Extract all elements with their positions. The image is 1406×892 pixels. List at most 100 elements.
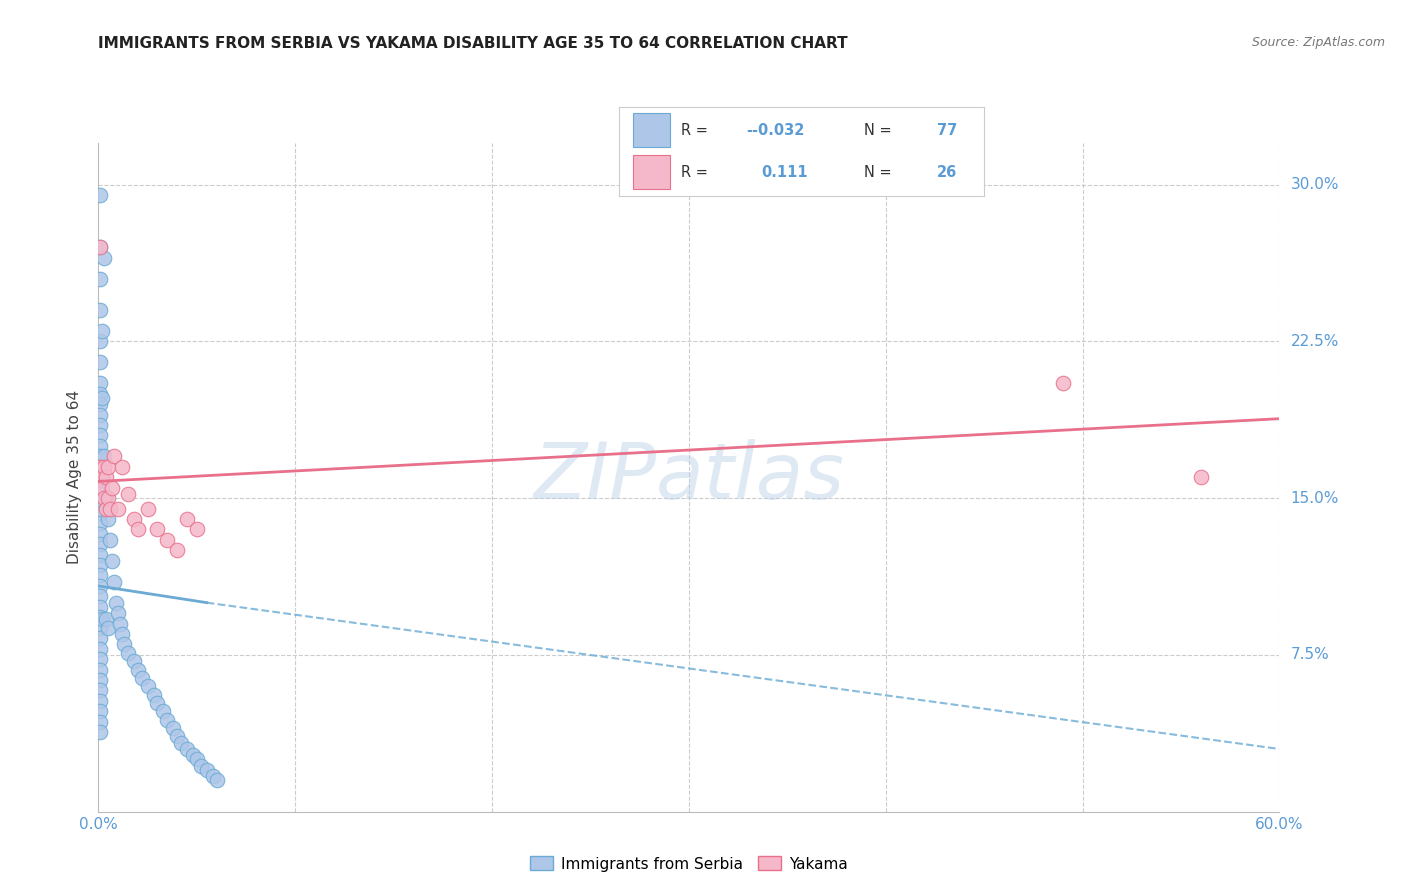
Text: R =: R = [681,165,717,179]
Point [89,641,111,656]
Point [89,599,111,614]
Point [186,523,208,537]
Point [89,355,111,369]
Point [89,705,111,719]
Text: 22.5%: 22.5% [1291,334,1339,349]
Point [96,612,118,626]
Point [89,386,111,401]
Point [112,637,135,651]
Text: ZIPatlas: ZIPatlas [533,439,845,516]
Point [91,612,114,626]
Point [131,671,153,685]
Point [93,450,115,464]
Point [97,512,120,526]
Point [89,537,111,551]
Point [89,683,111,698]
Point [205,773,228,788]
Point [111,459,134,474]
Point [89,631,111,645]
Point [89,506,111,520]
Point [93,251,115,265]
Point [136,501,159,516]
Point [89,240,111,254]
Point [89,621,111,635]
Point [146,523,169,537]
Point [103,450,125,464]
Point [98,533,121,547]
Point [91,324,114,338]
Point [176,742,198,756]
Point [93,491,115,505]
Point [181,748,204,763]
Point [89,459,111,474]
Point [103,574,125,589]
Text: 15.0%: 15.0% [1291,491,1339,506]
Text: 26: 26 [936,165,957,179]
Text: Source: ZipAtlas.com: Source: ZipAtlas.com [1251,36,1385,49]
Text: 30.0%: 30.0% [1291,177,1339,192]
Point [201,769,224,783]
Point [89,188,111,202]
Text: 7.5%: 7.5% [1291,648,1329,663]
Point [89,526,111,541]
Point [96,470,118,484]
Point [89,397,111,411]
Point [89,548,111,562]
Point [89,417,111,432]
Point [122,512,145,526]
Point [111,627,134,641]
Point [89,487,111,501]
Point [89,714,111,729]
Text: N =: N = [863,165,896,179]
Y-axis label: Disability Age 35 to 64: Disability Age 35 to 64 [67,390,83,565]
Point [89,568,111,582]
Point [89,673,111,687]
Point [190,758,212,772]
Point [101,481,124,495]
Point [107,606,129,620]
Legend: Immigrants from Serbia, Yakama: Immigrants from Serbia, Yakama [524,850,853,878]
Point [117,646,139,660]
Point [98,501,121,516]
Point [136,679,159,693]
Point [89,376,111,391]
Point [97,621,120,635]
Point [89,652,111,666]
Point [105,596,128,610]
Point [89,725,111,739]
Text: 0.111: 0.111 [761,165,808,179]
Point [89,334,111,349]
Point [97,459,120,474]
Point [156,533,179,547]
Point [127,663,149,677]
Point [89,495,111,509]
Point [162,721,184,735]
Text: N =: N = [863,123,896,137]
Bar [633,113,669,147]
Point [89,271,111,285]
Point [89,450,111,464]
Point [89,610,111,624]
Point [89,459,111,474]
Text: 77: 77 [936,123,957,137]
Point [152,705,174,719]
Point [91,481,114,495]
Point [117,487,139,501]
Point [89,516,111,531]
Point [146,696,169,710]
Point [89,558,111,572]
Point [1189,470,1212,484]
Text: R =: R = [681,123,713,137]
Point [89,590,111,604]
Point [96,491,118,505]
Point [195,763,218,777]
Point [91,391,114,405]
Point [89,579,111,593]
Text: --0.032: --0.032 [747,123,806,137]
Bar [633,155,669,189]
Point [122,654,145,668]
Point [107,501,129,516]
Point [89,475,111,489]
Point [89,694,111,708]
Point [176,512,198,526]
